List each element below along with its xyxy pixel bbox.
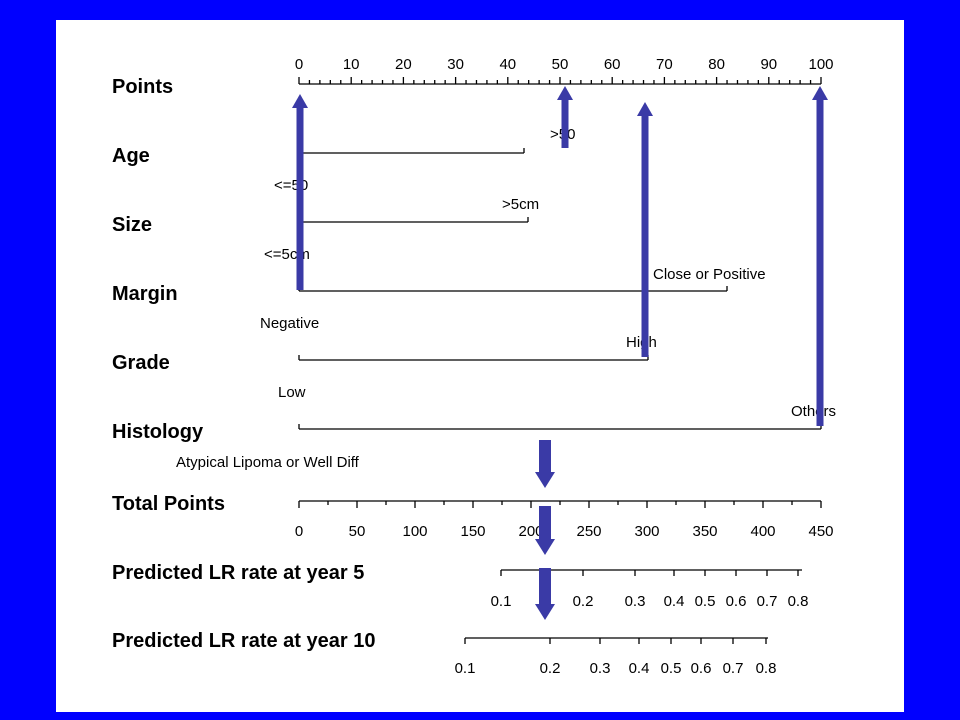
total-tick-label: 250 bbox=[576, 523, 601, 540]
nomogram-panel: Points Age Size Margin Grade Histology T… bbox=[56, 20, 904, 712]
lr-year5-axis: 0.1 0.2 0.3 0.4 0.5 0.6 0.7 0.8 bbox=[491, 569, 809, 610]
points-tick-label: 20 bbox=[395, 56, 412, 73]
total-tick-label: 0 bbox=[295, 523, 303, 540]
lr5-tick-label: 0.6 bbox=[726, 593, 747, 610]
lr5-tick-label: 0.8 bbox=[788, 593, 809, 610]
arrow-histology-shaft bbox=[816, 98, 824, 426]
lr5-tick-label: 0.2 bbox=[573, 593, 594, 610]
row-label-grade: Grade bbox=[112, 352, 170, 374]
arrow-to-year10-shaft bbox=[539, 568, 551, 606]
arrow-to-total-shaft bbox=[539, 440, 551, 474]
points-tick-label: 90 bbox=[760, 56, 777, 73]
lr10-tick-label: 0.1 bbox=[455, 660, 476, 677]
lr10-tick-label: 0.4 bbox=[629, 660, 650, 677]
lr5-tick-label: 0.1 bbox=[491, 593, 512, 610]
points-tick-label: 60 bbox=[604, 56, 621, 73]
lr10-tick-label: 0.2 bbox=[540, 660, 561, 677]
margin-scale: Close or Positive Negative bbox=[260, 266, 766, 332]
row-label-lr-year5: Predicted LR rate at year 5 bbox=[112, 562, 364, 584]
histology-high-label: Others bbox=[791, 403, 836, 420]
nomogram-chart: Points Age Size Margin Grade Histology T… bbox=[112, 56, 836, 677]
lr5-tick-label: 0.5 bbox=[695, 593, 716, 610]
lr10-tick-label: 0.5 bbox=[661, 660, 682, 677]
arrow-low-values-head bbox=[292, 94, 308, 108]
lr10-tick-label: 0.7 bbox=[723, 660, 744, 677]
arrow-to-year5-head bbox=[535, 539, 555, 555]
row-label-age: Age bbox=[112, 145, 150, 167]
arrow-to-year10-head bbox=[535, 604, 555, 620]
lr10-tick-label: 0.6 bbox=[691, 660, 712, 677]
arrow-low-values-shaft bbox=[296, 106, 304, 290]
points-tick-label: 80 bbox=[708, 56, 725, 73]
points-tick-label: 100 bbox=[808, 56, 833, 73]
grade-scale: High Low bbox=[278, 334, 657, 401]
points-axis: 0 10 20 30 40 50 60 70 80 90 100 bbox=[295, 56, 834, 85]
histology-low-label: Atypical Lipoma or Well Diff bbox=[176, 454, 360, 471]
total-tick-label: 400 bbox=[750, 523, 775, 540]
total-tick-label: 200 bbox=[518, 523, 543, 540]
lr5-tick-label: 0.4 bbox=[664, 593, 685, 610]
points-tick-label: 70 bbox=[656, 56, 673, 73]
row-label-size: Size bbox=[112, 214, 152, 236]
arrow-grade-shaft bbox=[641, 114, 649, 357]
margin-high-label: Close or Positive bbox=[653, 266, 766, 283]
total-tick-label: 450 bbox=[808, 523, 833, 540]
row-label-points: Points bbox=[112, 76, 173, 98]
lr10-tick-label: 0.8 bbox=[756, 660, 777, 677]
arrow-age-head bbox=[557, 86, 573, 100]
grade-low-label: Low bbox=[278, 384, 306, 401]
arrow-age-shaft bbox=[561, 98, 569, 148]
margin-low-label: Negative bbox=[260, 315, 319, 332]
row-label-histology: Histology bbox=[112, 421, 204, 443]
lr5-tick-label: 0.3 bbox=[625, 593, 646, 610]
arrow-histology-head bbox=[812, 86, 828, 100]
total-tick-label: 100 bbox=[402, 523, 427, 540]
total-tick-label: 50 bbox=[349, 523, 366, 540]
size-scale: >5cm <=5cm bbox=[264, 196, 539, 263]
age-scale: >50 <=50 bbox=[274, 126, 575, 194]
total-tick-label: 350 bbox=[692, 523, 717, 540]
arrow-grade-head bbox=[637, 102, 653, 116]
points-tick-label: 40 bbox=[499, 56, 516, 73]
lr10-tick-label: 0.3 bbox=[590, 660, 611, 677]
histology-scale: Others Atypical Lipoma or Well Diff bbox=[176, 403, 836, 471]
arrow-to-year5-shaft bbox=[539, 506, 551, 541]
total-tick-label: 300 bbox=[634, 523, 659, 540]
grade-high-label: High bbox=[626, 334, 657, 351]
lr5-tick-label: 0.7 bbox=[757, 593, 778, 610]
total-points-axis: 0 50 100 150 200 250 300 350 400 450 bbox=[295, 500, 834, 540]
points-tick-label: 30 bbox=[447, 56, 464, 73]
size-high-label: >5cm bbox=[502, 196, 539, 213]
arrows-layer bbox=[292, 86, 828, 620]
lr-year10-axis: 0.1 0.2 0.3 0.4 0.5 0.6 0.7 0.8 bbox=[455, 637, 777, 677]
row-label-total-points: Total Points bbox=[112, 493, 225, 515]
total-tick-label: 150 bbox=[460, 523, 485, 540]
points-tick-label: 0 bbox=[295, 56, 303, 73]
points-tick-label: 50 bbox=[552, 56, 569, 73]
row-label-margin: Margin bbox=[112, 283, 178, 305]
points-tick-label: 10 bbox=[343, 56, 360, 73]
arrow-to-total-head bbox=[535, 472, 555, 488]
row-label-lr-year10: Predicted LR rate at year 10 bbox=[112, 630, 375, 652]
